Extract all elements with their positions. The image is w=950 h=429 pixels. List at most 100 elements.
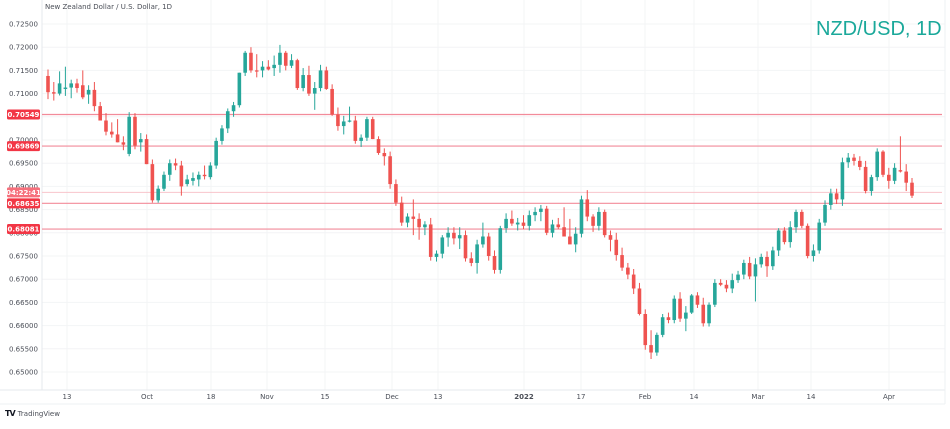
candle[interactable] — [283, 50, 288, 71]
candle[interactable] — [115, 119, 120, 143]
candle[interactable] — [684, 306, 688, 332]
candle[interactable] — [759, 253, 764, 268]
candle[interactable] — [521, 215, 526, 230]
candle[interactable] — [457, 227, 462, 250]
candle[interactable] — [544, 205, 549, 236]
candle[interactable] — [678, 292, 682, 322]
candle[interactable] — [98, 101, 102, 121]
candle[interactable] — [469, 252, 474, 267]
candle[interactable] — [602, 209, 607, 238]
candle[interactable] — [428, 217, 433, 261]
candle[interactable] — [109, 122, 114, 138]
candle[interactable] — [713, 279, 717, 308]
candle[interactable] — [539, 204, 543, 222]
candle[interactable] — [811, 244, 816, 262]
candle[interactable] — [173, 158, 178, 171]
candle[interactable] — [370, 116, 375, 140]
candle[interactable] — [289, 54, 294, 69]
candle[interactable] — [52, 82, 56, 101]
candle[interactable] — [179, 160, 184, 196]
candle[interactable] — [359, 134, 363, 147]
candle[interactable] — [295, 58, 300, 90]
candle[interactable] — [452, 227, 456, 245]
candle[interactable] — [887, 167, 891, 189]
candle[interactable] — [614, 232, 619, 261]
candles[interactable] — [46, 44, 914, 360]
candle[interactable] — [353, 115, 358, 144]
candle[interactable] — [800, 209, 804, 229]
candle[interactable] — [486, 232, 491, 261]
candle[interactable] — [347, 106, 352, 123]
candle[interactable] — [272, 55, 276, 76]
candle[interactable] — [904, 164, 908, 192]
candle[interactable] — [185, 174, 189, 187]
candle[interactable] — [597, 207, 601, 231]
candle[interactable] — [846, 152, 851, 168]
candle[interactable] — [672, 295, 677, 324]
candle[interactable] — [214, 137, 218, 169]
candle[interactable] — [237, 72, 242, 108]
candle[interactable] — [376, 136, 381, 155]
candle[interactable] — [875, 148, 880, 181]
candle[interactable] — [498, 225, 503, 274]
candle[interactable] — [162, 171, 166, 192]
candle[interactable] — [254, 54, 259, 78]
candle[interactable] — [80, 70, 85, 100]
candle[interactable] — [753, 258, 758, 302]
tradingview-logo[interactable]: TV TradingView — [5, 409, 60, 418]
candle[interactable] — [840, 157, 845, 206]
candle[interactable] — [562, 207, 566, 237]
candle[interactable] — [231, 101, 236, 117]
candle[interactable] — [191, 172, 195, 186]
candle[interactable] — [150, 159, 155, 203]
candle[interactable] — [138, 133, 143, 152]
candle[interactable] — [776, 228, 781, 256]
candle[interactable] — [225, 108, 230, 134]
candle[interactable] — [881, 150, 885, 178]
candle[interactable] — [718, 279, 723, 287]
candle[interactable] — [341, 115, 346, 135]
candle[interactable] — [365, 116, 369, 141]
candle[interactable] — [858, 156, 862, 171]
candle[interactable] — [388, 151, 392, 189]
candle[interactable] — [805, 223, 810, 259]
candle[interactable] — [423, 221, 427, 236]
candle[interactable] — [771, 246, 775, 270]
candle[interactable] — [260, 61, 265, 78]
candle[interactable] — [515, 217, 520, 231]
candle[interactable] — [655, 332, 659, 356]
candle[interactable] — [823, 200, 827, 226]
time-axis[interactable]: 13 Oct 18 Nov 15 Dec 13 2022 17 Feb 14 Mar 14 Apr — [63, 393, 896, 401]
candle[interactable] — [829, 188, 833, 210]
candle[interactable] — [156, 185, 160, 203]
candle[interactable] — [585, 190, 590, 222]
candle[interactable] — [869, 174, 874, 196]
candle[interactable] — [689, 294, 694, 314]
candle[interactable] — [312, 82, 317, 110]
candle[interactable] — [243, 50, 247, 76]
candle[interactable] — [573, 227, 578, 253]
candle[interactable] — [637, 282, 642, 316]
candle[interactable] — [481, 222, 485, 248]
candle[interactable] — [747, 256, 752, 280]
candle[interactable] — [568, 218, 572, 245]
candle[interactable] — [405, 213, 410, 228]
candle[interactable] — [892, 163, 897, 185]
candle[interactable] — [202, 165, 207, 180]
candle[interactable] — [695, 292, 700, 308]
candle[interactable] — [649, 330, 653, 360]
candle[interactable] — [765, 251, 769, 277]
candle[interactable] — [220, 125, 224, 145]
candle[interactable] — [75, 78, 79, 93]
candle[interactable] — [504, 213, 508, 233]
candle[interactable] — [736, 270, 740, 283]
candle[interactable] — [707, 302, 711, 327]
candle[interactable] — [382, 148, 387, 166]
candle[interactable] — [446, 227, 450, 247]
candle[interactable] — [63, 66, 68, 96]
candle[interactable] — [127, 112, 131, 157]
candle[interactable] — [788, 221, 793, 248]
candle[interactable] — [834, 188, 839, 205]
